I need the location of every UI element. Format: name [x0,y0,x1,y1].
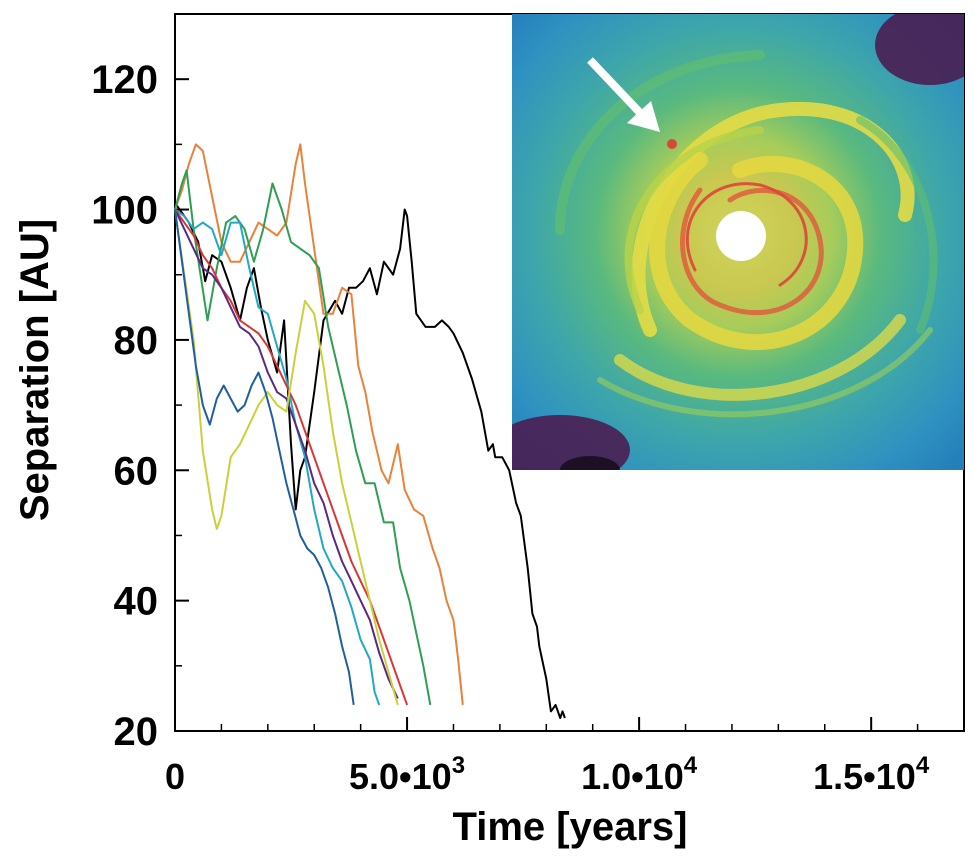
axis-ticks: 20 40 60 80 100 120 0 5.0•103 1.0•104 1.5•104 [91,58,930,797]
y-tick-label: 120 [91,58,158,102]
y-tick-label: 100 [91,189,158,233]
y-tick-label: 60 [114,449,159,493]
y-tick-label: 80 [114,319,159,363]
x-tick-label: 1.5•104 [813,752,930,797]
y-tick-label: 20 [114,710,159,754]
x-tick-label: 0 [165,756,185,797]
x-axis-title: Time [years] [453,805,688,849]
series-line-green [174,169,432,706]
inset-disk-image [512,14,964,470]
series-layer [174,143,566,719]
series-line-black [174,202,566,719]
y-tick-label: 40 [114,580,159,624]
y-axis-title: Separation [AU] [13,219,57,521]
series-line-blue [174,209,355,706]
series-line-yellow [174,209,399,706]
series-line-orange [174,143,464,706]
series-line-purple [174,209,399,699]
x-tick-label: 1.0•104 [581,752,698,797]
series-line-teal [174,208,381,706]
x-tick-label: 5.0•103 [349,752,465,797]
